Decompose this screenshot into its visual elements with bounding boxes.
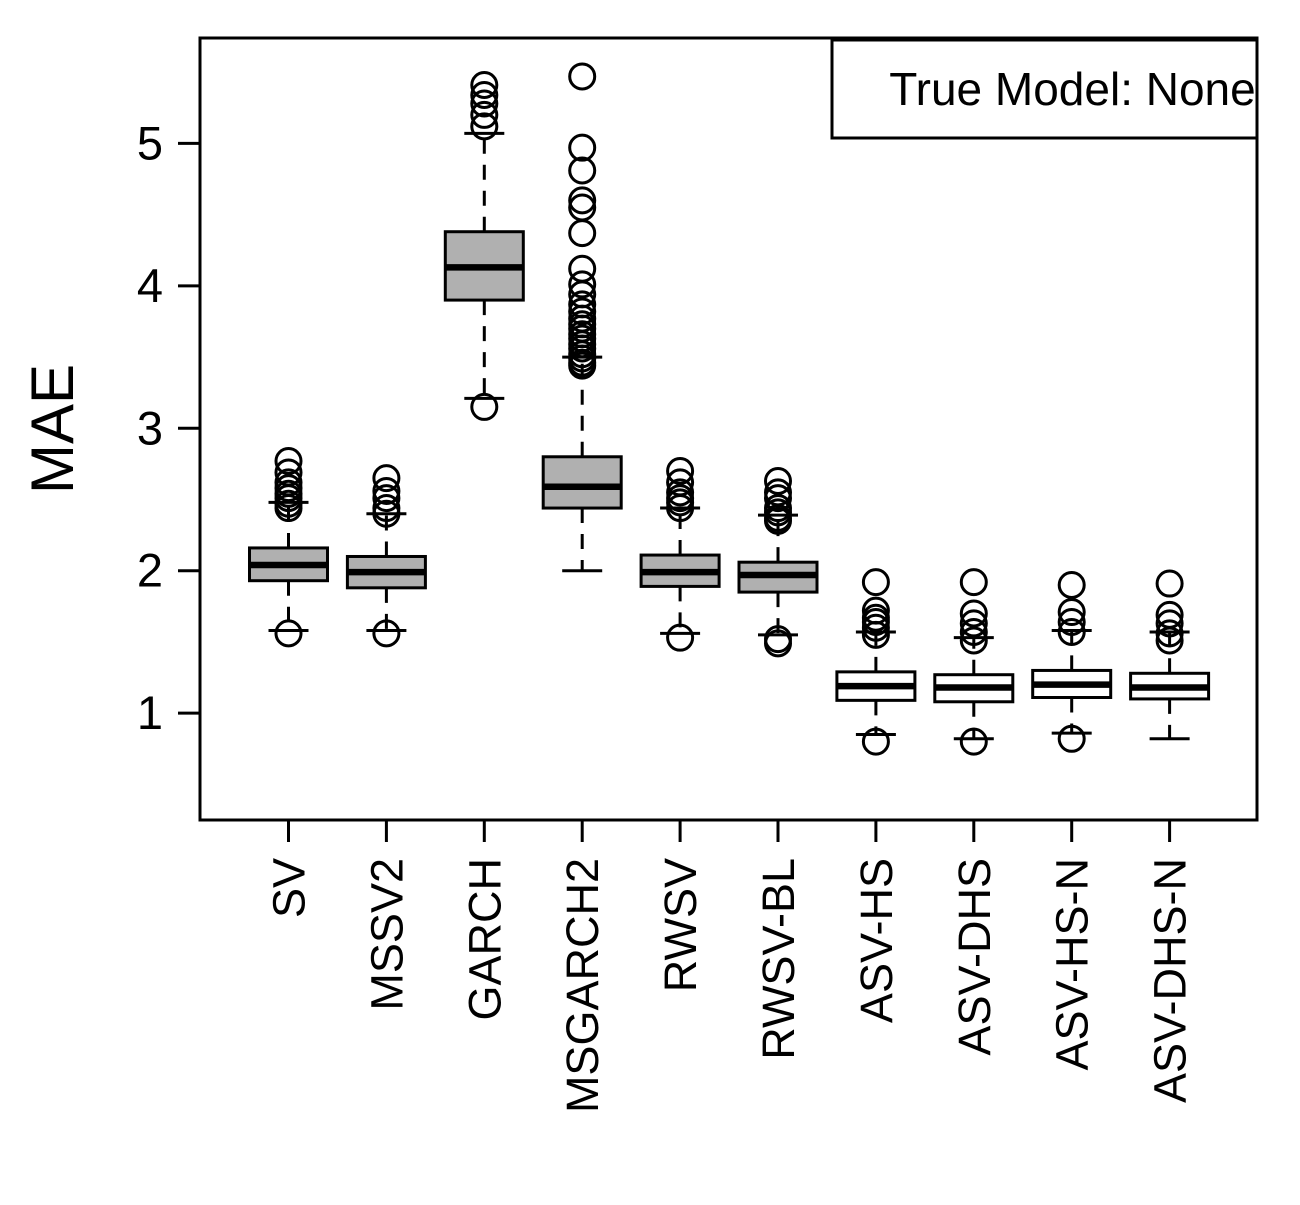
outlier-point: [1057, 598, 1086, 627]
outlier-point: [470, 112, 499, 141]
outlier-point: [764, 625, 792, 654]
outlier-point: [666, 457, 695, 486]
outlier-point: [959, 727, 988, 756]
y-axis-tick-label: 4: [137, 259, 163, 312]
outlier-point: [666, 468, 695, 497]
x-axis-tick-label: MSGARCH2: [557, 858, 608, 1113]
x-axis-tick-label: ASV-DHS-N: [1145, 858, 1196, 1103]
boxplot-group: MSSV2: [345, 464, 427, 1011]
outlier-point: [666, 623, 695, 652]
y-axis-tick-label: 3: [137, 401, 163, 454]
outlier-point: [959, 568, 988, 597]
outlier-point: [764, 494, 792, 523]
outlier-point: [764, 478, 792, 507]
outlier-point: [274, 458, 303, 487]
legend-box: [830, 38, 1259, 140]
x-axis-tick-label: RWSV: [655, 858, 706, 992]
outlier-point: [861, 596, 890, 625]
outlier-point: [568, 297, 597, 326]
outlier-point: [372, 619, 401, 648]
legend: True Model: None: [830, 38, 1259, 140]
y-axis-tick-label: 2: [137, 544, 163, 597]
outlier-point: [1155, 619, 1184, 648]
boxplot-group: SV: [248, 447, 329, 918]
legend-label: True Model: None: [889, 63, 1255, 115]
outlier-point: [568, 270, 597, 299]
outlier-point: [1057, 608, 1086, 637]
outlier-point: [861, 727, 890, 756]
outlier-point: [274, 468, 303, 497]
outlier-point: [372, 476, 401, 505]
boxplot-group: ASV-DHS: [933, 568, 1015, 1056]
outlier-point: [568, 133, 597, 162]
outlier-point: [568, 186, 597, 215]
outlier-point: [959, 626, 988, 655]
boxplot-group: ASV-DHS-N: [1129, 569, 1211, 1103]
outlier-point: [470, 80, 499, 109]
y-axis-tick-label: 5: [137, 116, 163, 169]
outlier-point: [1155, 569, 1184, 598]
outlier-point: [568, 254, 597, 283]
boxplot-group: MSGARCH2: [541, 62, 623, 1113]
boxplot-group: RWSV-BL: [737, 466, 819, 1060]
outlier-point: [470, 71, 499, 100]
x-axis-tick-label: ASV-HS: [851, 858, 902, 1023]
outlier-point: [372, 464, 401, 493]
boxplot-group: GARCH: [443, 71, 525, 1021]
outlier-point: [274, 619, 303, 648]
outlier-point: [568, 193, 597, 222]
outlier-point: [959, 609, 988, 638]
y-axis-title: MAE: [19, 364, 86, 494]
boxplot-box: [541, 455, 623, 510]
outlier-point: [959, 617, 988, 646]
boxplot-group: RWSV: [639, 457, 721, 992]
outlier-point: [372, 494, 401, 523]
outlier-point: [1057, 617, 1086, 646]
outlier-point: [666, 478, 695, 507]
outlier-point: [959, 599, 988, 628]
outlier-point: [568, 156, 597, 185]
boxplot-group: ASV-HS: [835, 568, 917, 1023]
outlier-point: [1057, 724, 1086, 753]
x-axis-tick-label: ASV-HS-N: [1047, 858, 1098, 1071]
outlier-point: [1155, 609, 1184, 638]
outlier-point: [861, 568, 890, 597]
outlier-point: [1155, 600, 1184, 629]
x-axis-tick-label: SV: [264, 858, 315, 918]
boxplot-group: ASV-HS-N: [1031, 570, 1113, 1071]
outlier-point: [861, 603, 890, 632]
outlier-point: [274, 447, 303, 476]
outlier-point: [568, 62, 597, 91]
outlier-point: [764, 466, 792, 495]
x-axis-tick-label: RWSV-BL: [753, 858, 804, 1060]
outlier-point: [568, 290, 597, 319]
outlier-point: [470, 89, 499, 118]
x-axis-tick-label: MSSV2: [361, 858, 412, 1011]
y-axis-tick-label: 1: [137, 686, 163, 739]
outlier-point: [1057, 570, 1086, 599]
x-axis-tick-label: ASV-DHS: [949, 858, 1000, 1056]
outlier-point: [372, 484, 401, 513]
x-axis-tick-label: GARCH: [459, 858, 510, 1021]
outlier-point: [470, 100, 499, 129]
outlier-point: [470, 392, 499, 421]
